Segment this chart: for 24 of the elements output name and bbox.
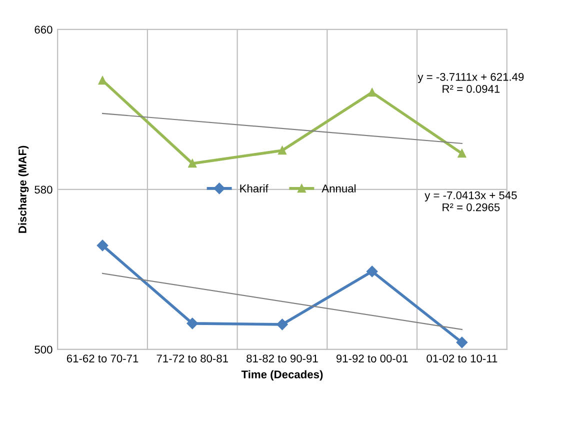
y-axis-title: Discharge (MAF) bbox=[18, 146, 29, 233]
x-tick-label: 91-92 to 00-01 bbox=[336, 354, 408, 362]
annotation: y = -7.0413x + 545 R² = 0.2965 bbox=[424, 191, 517, 212]
x-axis-title: Time (Decades) bbox=[241, 370, 323, 381]
annotation: y = -3.7111x + 621.49 R² = 0.0941 bbox=[418, 72, 524, 93]
x-tick-label: 71-72 to 80-81 bbox=[156, 354, 228, 362]
point bbox=[98, 76, 107, 85]
x-tick-label: 01-02 to 10-11 bbox=[426, 354, 498, 362]
point bbox=[186, 318, 198, 330]
point bbox=[276, 318, 288, 330]
point bbox=[188, 159, 197, 168]
point bbox=[456, 336, 468, 348]
x-tick-label: 81-82 to 90-91 bbox=[246, 354, 318, 362]
legend-label: Annual bbox=[322, 184, 356, 192]
point bbox=[96, 240, 108, 252]
y-tick-label: 660 bbox=[34, 26, 52, 34]
point bbox=[458, 149, 466, 158]
y-tick-label: 500 bbox=[34, 346, 52, 354]
point bbox=[368, 88, 376, 97]
legend-label: Kharif bbox=[240, 184, 268, 192]
point bbox=[366, 266, 378, 278]
x-tick-label: 61-62 to 70-71 bbox=[66, 354, 138, 362]
y-tick-label: 580 bbox=[34, 186, 52, 194]
point bbox=[278, 146, 286, 155]
